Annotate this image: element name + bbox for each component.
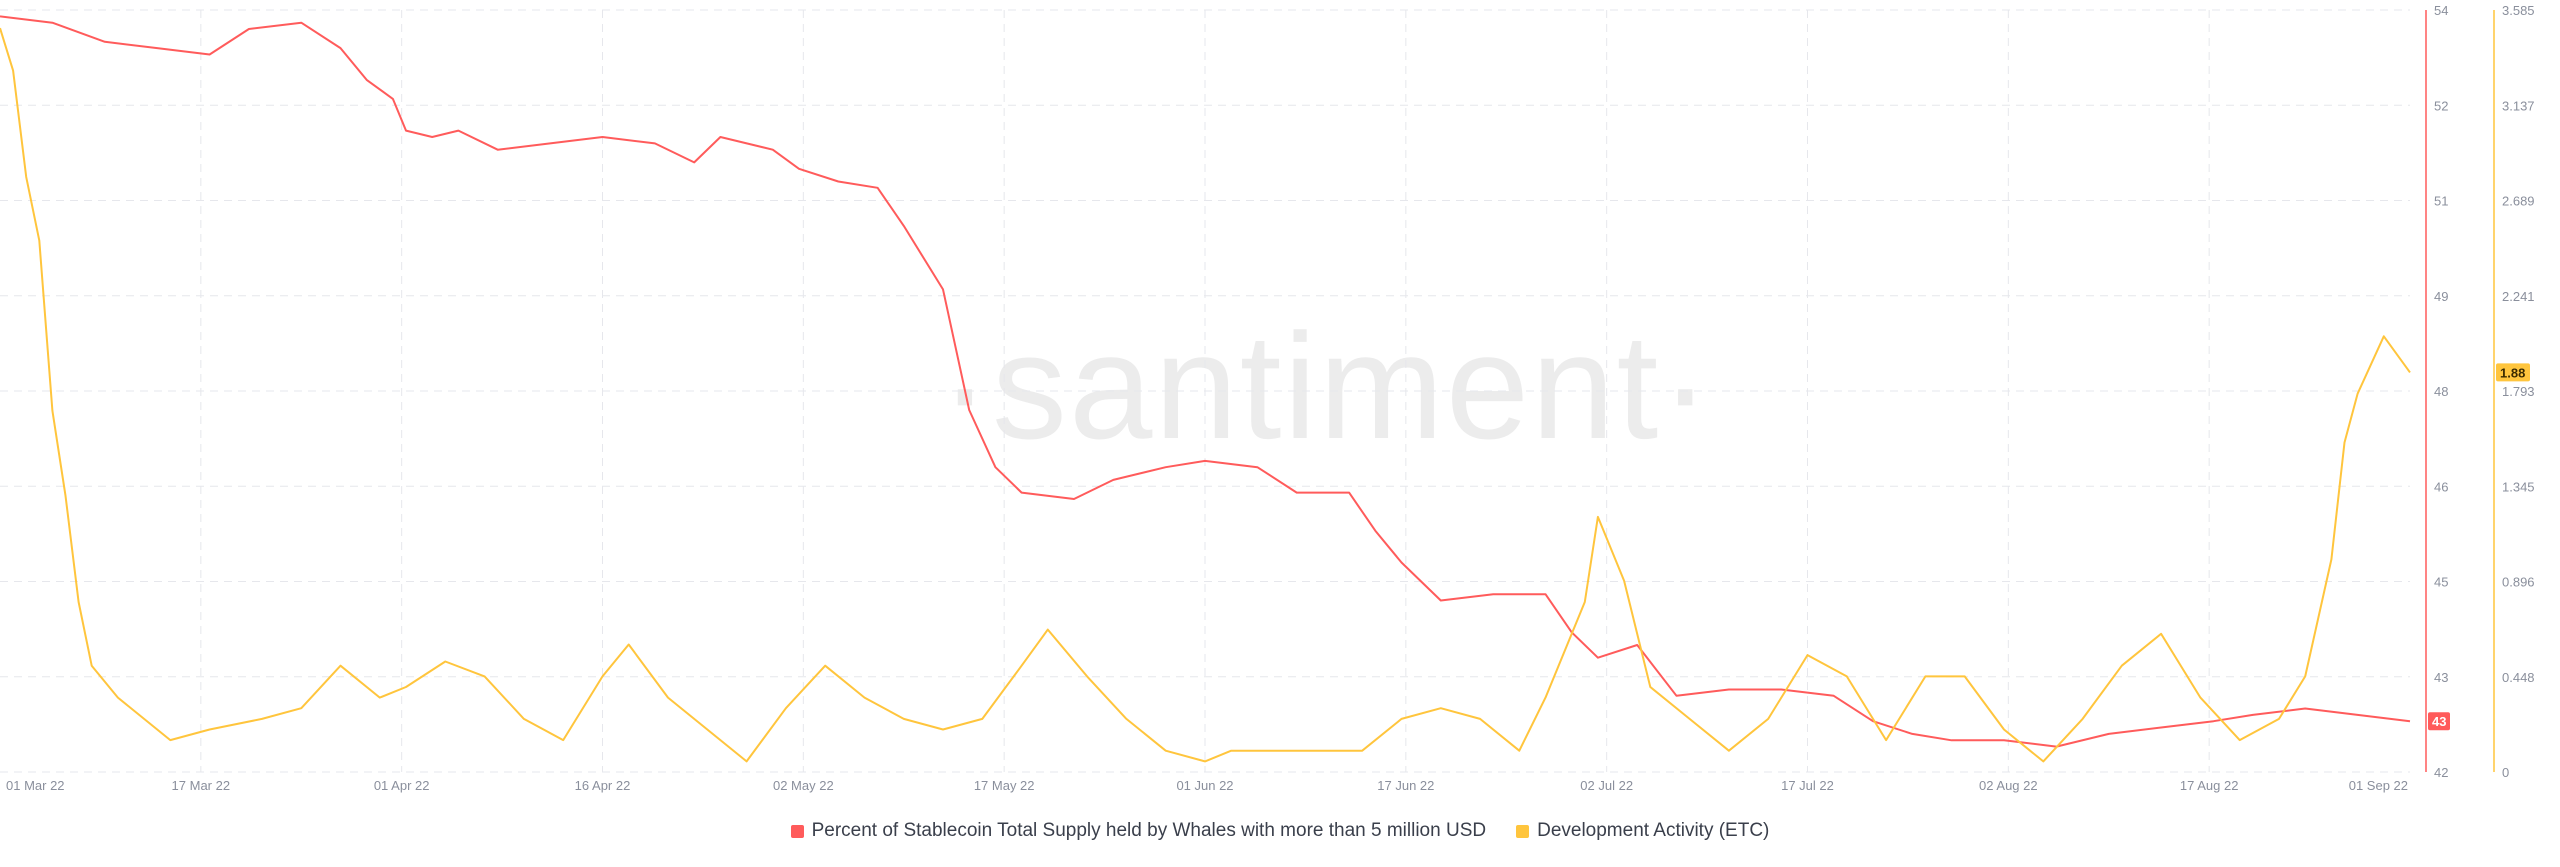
legend-label-whales: Percent of Stablecoin Total Supply held … xyxy=(811,820,1487,841)
x-axis-tick-label: 16 Apr 22 xyxy=(575,778,631,793)
left-axis-tick-label: 49 xyxy=(2434,289,2448,304)
right-axis-tick-label: 1.345 xyxy=(2502,479,2535,494)
right-axis-tick-label: 0.448 xyxy=(2502,670,2535,685)
last-value-label-dev-activity: 1.88 xyxy=(2500,365,2525,380)
left-axis-tick-label: 48 xyxy=(2434,384,2448,399)
last-value-label-whales: 43 xyxy=(2432,714,2446,729)
legend-swatch-dev-activity xyxy=(1516,824,1530,838)
x-axis-tick-label: 02 Jul 22 xyxy=(1580,778,1633,793)
x-axis-tick-label: 17 May 22 xyxy=(974,778,1035,793)
right-axis-tick-label: 2.689 xyxy=(2502,194,2535,209)
legend-swatch-whales xyxy=(790,824,804,838)
left-axis-tick-label: 51 xyxy=(2434,194,2448,209)
x-axis-tick-label: 02 Aug 22 xyxy=(1979,778,2038,793)
legend: Percent of Stablecoin Total Supply held … xyxy=(0,820,2560,842)
left-axis-tick-label: 45 xyxy=(2434,575,2448,590)
left-axis-tick-label: 43 xyxy=(2434,670,2448,685)
left-axis-tick-label: 52 xyxy=(2434,98,2448,113)
santiment-watermark: ·santiment· xyxy=(940,302,1713,470)
series-line-whales xyxy=(0,15,2411,748)
legend-label-dev-activity: Development Activity (ETC) xyxy=(1537,820,1770,841)
x-axis-tick-label: 01 Mar 22 xyxy=(6,778,65,793)
right-axis-tick-label: 3.137 xyxy=(2502,98,2535,113)
x-axis-tick-label: 17 Mar 22 xyxy=(172,778,231,793)
x-axis-tick-label: 01 Sep 22 xyxy=(2349,778,2408,793)
x-axis-tick-label: 17 Jun 22 xyxy=(1377,778,1434,793)
last-value-badge-dev-activity xyxy=(2496,363,2530,382)
x-axis-tick-label: 17 Jul 22 xyxy=(1781,778,1834,793)
legend-item-whales[interactable]: Percent of Stablecoin Total Supply held … xyxy=(790,820,1487,842)
right-axis-tick-label: 1.793 xyxy=(2502,384,2535,399)
right-axis-tick-label: 0.896 xyxy=(2502,575,2535,590)
right-axis-tick-label: 0 xyxy=(2502,765,2509,780)
left-axis-tick-label: 42 xyxy=(2434,765,2448,780)
right-axis-tick-label: 3.585 xyxy=(2502,3,2535,18)
x-axis-tick-label: 01 Jun 22 xyxy=(1176,778,1233,793)
x-axis-tick-label: 17 Aug 22 xyxy=(2180,778,2239,793)
last-value-badge-whales xyxy=(2428,712,2450,731)
legend-item-dev-activity[interactable]: Development Activity (ETC) xyxy=(1516,820,1769,842)
x-axis-tick-label: 01 Apr 22 xyxy=(374,778,430,793)
series-line-dev-activity xyxy=(0,27,2411,763)
right-axis-tick-label: 2.241 xyxy=(2502,289,2535,304)
left-axis-tick-label: 46 xyxy=(2434,479,2448,494)
left-axis-tick-label: 54 xyxy=(2434,3,2448,18)
x-axis-tick-label: 02 May 22 xyxy=(773,778,834,793)
